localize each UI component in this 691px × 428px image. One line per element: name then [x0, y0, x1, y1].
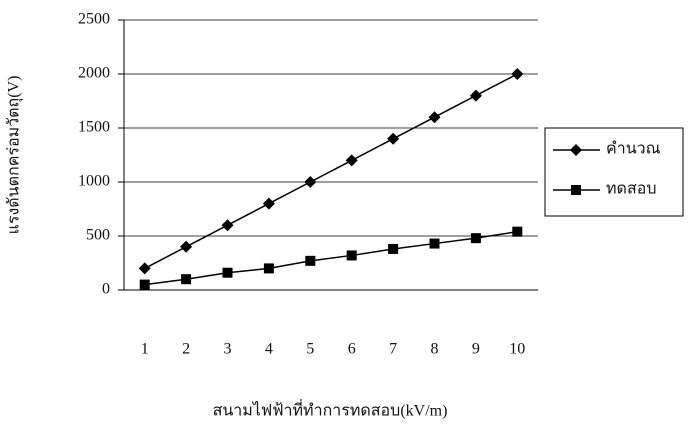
- y-tick-label: 0: [102, 281, 110, 298]
- data-point: [470, 233, 481, 244]
- data-point: [346, 250, 357, 261]
- data-point: [469, 89, 482, 102]
- y-tick-label: 1500: [78, 119, 110, 136]
- y-tick-label: 500: [86, 227, 110, 244]
- data-point: [429, 238, 440, 249]
- data-point: [180, 240, 193, 253]
- x-tick-label: 9: [472, 341, 480, 358]
- data-point: [512, 226, 523, 237]
- x-tick-label: 8: [431, 341, 439, 358]
- data-point: [304, 176, 317, 188]
- series-line: [144, 73, 518, 270]
- data-point: [263, 263, 274, 274]
- data-point: [138, 262, 151, 275]
- y-tick-label: 2000: [78, 65, 110, 82]
- legend-marker: [570, 144, 582, 156]
- data-point: [262, 197, 275, 210]
- legend-marker: [571, 185, 581, 195]
- legend-label: คำนวณ: [606, 141, 661, 158]
- x-tick-label: 4: [265, 341, 273, 358]
- y-tick-label: 1000: [78, 173, 110, 190]
- x-tick-label: 5: [306, 341, 314, 358]
- x-tick-label: 3: [224, 341, 232, 358]
- y-tick-label: 2500: [78, 11, 110, 28]
- data-point: [221, 219, 234, 232]
- data-point: [181, 274, 192, 285]
- x-tick-label: 10: [509, 341, 525, 358]
- data-point: [511, 68, 524, 80]
- x-axis-label: สนามไฟฟ้าที่ทำการทดสอบ(kV/m): [213, 399, 448, 420]
- data-point: [345, 154, 358, 167]
- x-tick-label: 7: [389, 341, 397, 358]
- x-tick-label: 6: [348, 341, 356, 358]
- data-point: [428, 111, 441, 124]
- y-axis-label: แรงดันตกคร่อมวัตถุ(V): [6, 76, 24, 235]
- data-point: [388, 243, 399, 254]
- legend-box: [544, 127, 684, 217]
- data-point: [305, 255, 316, 266]
- series-line: [144, 230, 518, 286]
- legend-label: ทดสอบ: [606, 181, 656, 198]
- data-point: [387, 132, 400, 145]
- x-tick-label: 2: [182, 341, 190, 358]
- data-point: [222, 267, 233, 278]
- x-tick-label: 1: [141, 341, 149, 358]
- data-point: [139, 279, 150, 290]
